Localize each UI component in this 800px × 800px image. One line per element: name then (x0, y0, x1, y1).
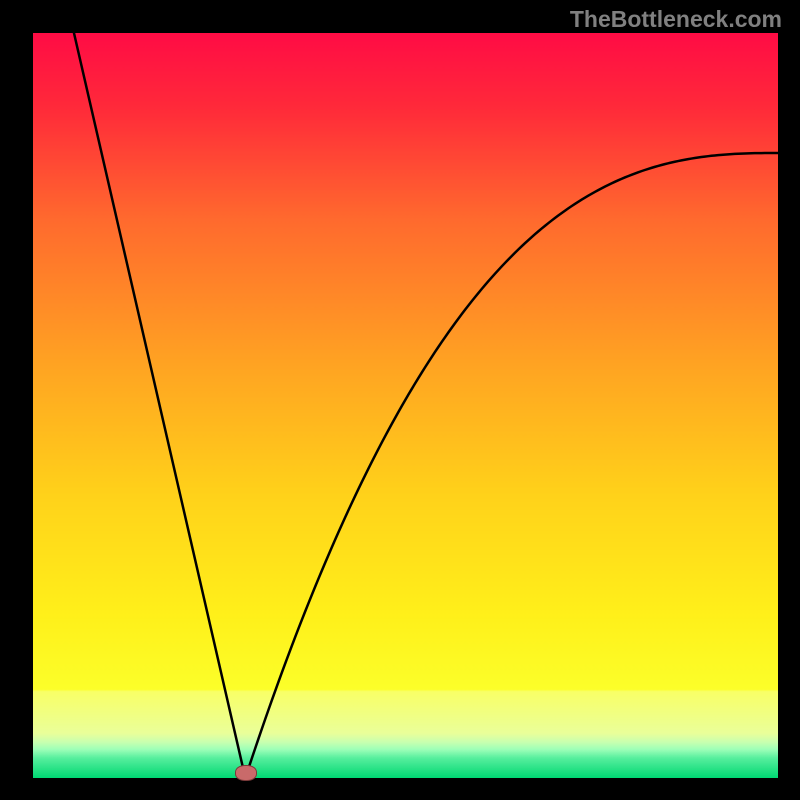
optimum-marker (235, 765, 257, 781)
curve-path (74, 33, 778, 778)
watermark-text: TheBottleneck.com (570, 6, 782, 33)
chart-stage: TheBottleneck.com (0, 0, 800, 800)
bottleneck-curve (33, 33, 778, 778)
